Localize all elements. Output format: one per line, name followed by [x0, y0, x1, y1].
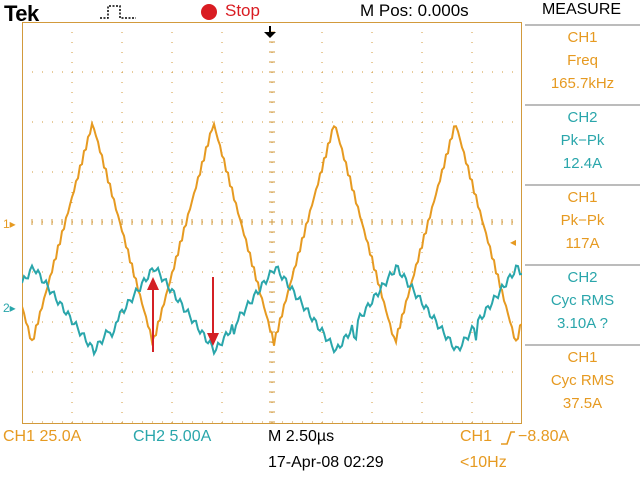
measure-item[interactable]: CH2 Pk−Pk 12.4A — [525, 104, 640, 179]
measure-source: CH2 — [567, 269, 598, 286]
ch2-scale: CH2 5.00A — [133, 428, 212, 445]
measure-source: CH1 — [567, 29, 598, 46]
pulse-waveform-icon — [100, 5, 136, 19]
ch1-ground-marker[interactable]: 1▸ — [3, 217, 16, 231]
ch1-scale: CH1 25.0A — [3, 428, 82, 445]
timebase: M 2.50µs — [268, 428, 335, 445]
status-bar: Tek Stop M Pos: 0.000s — [0, 0, 522, 26]
horizontal-position: M Pos: 0.000s — [360, 1, 469, 20]
date-time: 17-Apr-08 02:29 — [268, 454, 384, 471]
measure-type: Pk−Pk — [560, 132, 605, 149]
measure-panel: MEASURE CH1 Freq 165.7kHz CH2 Pk−Pk 12.4… — [522, 0, 641, 425]
measure-type: Cyc RMS — [550, 292, 615, 309]
measure-item[interactable]: CH1 Freq 165.7kHz — [525, 24, 640, 99]
trigger-source: CH1 — [460, 428, 493, 445]
measure-title: MEASURE — [541, 1, 622, 18]
measure-type: Freq — [567, 52, 598, 69]
rising-edge-icon — [501, 431, 515, 445]
brand-logo: Tek — [4, 1, 39, 26]
down-arrow-icon — [207, 277, 219, 346]
ch2-ground-marker[interactable]: 2▸ — [3, 301, 16, 315]
trigger-frequency: <10Hz — [460, 454, 507, 471]
footer-status: CH1 25.0A CH2 5.00A M 2.50µs CH1 −8.80A … — [0, 425, 641, 480]
ch1-trace — [22, 120, 522, 347]
ch2-trace — [22, 263, 522, 357]
measure-type: Pk−Pk — [560, 212, 605, 229]
stop-indicator-icon — [201, 4, 217, 20]
run-status: Stop — [225, 1, 260, 20]
measure-value: 3.10A ? — [557, 315, 608, 332]
up-arrow-icon — [147, 277, 159, 352]
measure-source: CH1 — [567, 349, 598, 366]
measure-value: 165.7kHz — [550, 75, 615, 92]
measure-source: CH2 — [567, 109, 598, 126]
ch1-trigger-level-marker[interactable]: ◂ — [510, 235, 517, 249]
trigger-level: −8.80A — [518, 428, 570, 445]
measure-value: 117A — [565, 235, 600, 252]
measure-item[interactable]: CH1 Cyc RMS 37.5A — [525, 344, 640, 419]
measure-type: Cyc RMS — [550, 372, 615, 389]
graticule — [22, 22, 522, 424]
trigger-position-icon — [264, 32, 276, 38]
measure-value: 37.5A — [562, 395, 603, 412]
measure-source: CH1 — [567, 189, 598, 206]
measure-item[interactable]: CH2 Cyc RMS 3.10A ? — [525, 264, 640, 339]
waveform-display[interactable] — [22, 22, 522, 424]
measure-item[interactable]: CH1 Pk−Pk 117A — [525, 184, 640, 259]
measure-value: 12.4A — [562, 155, 603, 172]
